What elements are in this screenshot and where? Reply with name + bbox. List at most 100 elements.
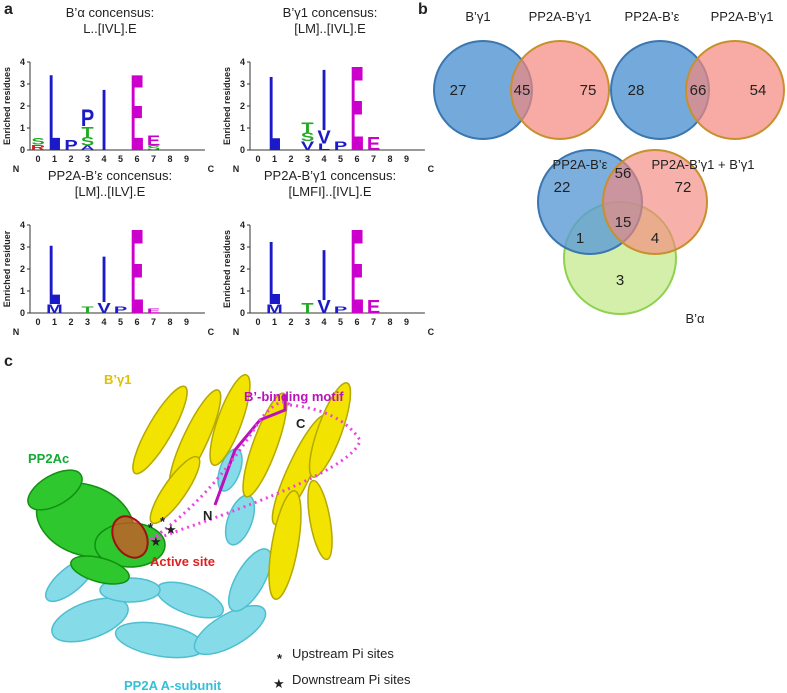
venn-1: B’γ1 PP2A-B’γ1 27 45 75 [433, 9, 610, 140]
structure-label: Active site [150, 554, 215, 569]
logo-title: B’α concensus: [66, 5, 154, 20]
sequence-logo: B’α concensus:L..[IVL].E Enriched residue… [2, 5, 215, 174]
n-label: N [233, 164, 240, 174]
count: 66 [690, 82, 707, 99]
logo-letter: I [321, 236, 327, 316]
y-axis-label: Enriched residuer [2, 230, 12, 307]
logo-motif: L..[IVL].E [83, 21, 137, 36]
y-axis-label: Enriched residues [2, 67, 12, 145]
x-tick-label: 4 [101, 317, 106, 327]
logo-letter: S [147, 145, 161, 152]
x-tick-label: 7 [371, 317, 376, 327]
set-label: PP2A-B’ε [553, 157, 608, 172]
y-tick-label: 1 [20, 123, 25, 133]
x-tick-label: 1 [52, 154, 57, 164]
y-axis-label: Enriched residues [222, 230, 232, 308]
y-tick-label: 2 [20, 264, 25, 274]
x-tick-label: 0 [35, 317, 40, 327]
count: 72 [675, 179, 692, 196]
structure-label: B’-binding motif [244, 389, 344, 404]
y-tick-label: 4 [20, 220, 25, 230]
x-tick-label: 8 [167, 317, 172, 327]
count: 45 [514, 82, 531, 99]
structure-label: N [203, 508, 212, 523]
count: 4 [651, 230, 659, 247]
set-label: PP2A-B’γ1 [529, 9, 592, 24]
y-tick-label: 2 [240, 101, 245, 111]
structure-label: C [296, 416, 306, 431]
set-label: PP2A-B’ε [625, 9, 680, 24]
logo-letter: A [80, 145, 95, 152]
y-tick-label: 3 [240, 79, 245, 89]
y-tick-label: 0 [20, 145, 25, 155]
y-tick-label: 2 [240, 264, 245, 274]
x-tick-label: 9 [184, 317, 189, 327]
x-tick-label: 8 [387, 317, 392, 327]
x-tick-label: 4 [321, 154, 326, 164]
svg-text:*: * [277, 651, 283, 666]
venn-circle [602, 149, 708, 255]
sequence-logo: PP2A-B’ε concensus:[LM]..[ILV].E Enriched… [2, 168, 215, 340]
x-tick-label: 6 [354, 317, 359, 327]
c-label: C [208, 164, 215, 174]
y-tick-label: 3 [240, 242, 245, 252]
y-tick-label: 0 [240, 145, 245, 155]
y-tick-label: 1 [240, 286, 245, 296]
logo-letter: T [301, 299, 313, 316]
x-tick-label: 0 [255, 317, 260, 327]
count: 3 [616, 272, 624, 289]
logo-letter: I [101, 73, 107, 170]
x-tick-label: 4 [101, 154, 106, 164]
x-tick-label: 3 [305, 154, 310, 164]
venn-3: PP2A-B’ε PP2A-B’γ1 + B’γ1 B’α 22 56 72 1… [537, 149, 754, 326]
panel-label: c [4, 353, 13, 370]
venn-2: PP2A-B’ε PP2A-B’γ1 28 66 54 [610, 9, 785, 140]
x-tick-label: 3 [85, 154, 90, 164]
x-tick-label: 6 [134, 154, 139, 164]
y-axis-label: Enriched residues [222, 67, 232, 145]
count: 1 [576, 230, 584, 247]
svg-text:★: ★ [150, 534, 162, 549]
x-tick-label: 2 [68, 317, 73, 327]
logo-letter: T [301, 119, 313, 136]
x-tick-label: 1 [272, 154, 277, 164]
svg-text:*: * [160, 514, 166, 529]
x-tick-label: 3 [305, 317, 310, 327]
set-label: B’α [685, 311, 705, 326]
x-tick-label: 7 [371, 154, 376, 164]
logo-letter: I [321, 53, 327, 150]
logo-letter: S [301, 131, 314, 144]
logo-letter: L [318, 142, 330, 152]
logo-letter: S [81, 135, 94, 148]
logo-title: B’γ1 concensus: [283, 5, 378, 20]
count: 15 [615, 214, 632, 231]
logo-letter: E [350, 206, 363, 340]
panel-label: a [4, 1, 13, 18]
x-tick-label: 9 [404, 154, 409, 164]
sequence-logo: PP2A-B’γ1 concensus:[LMFI]..[IVL].E Enric… [222, 168, 435, 340]
x-tick-label: 1 [52, 317, 57, 327]
count: 27 [450, 82, 467, 99]
logo-letter: E [147, 132, 161, 149]
y-tick-label: 1 [20, 286, 25, 296]
x-tick-label: 7 [151, 154, 156, 164]
x-tick-label: 8 [167, 154, 172, 164]
logo-motif: [LM]..[ILV].E [75, 184, 146, 199]
logo-letter: P [334, 305, 347, 315]
venn-circle [685, 40, 785, 140]
set-label: B’γ1 [465, 9, 490, 24]
x-tick-label: 2 [288, 154, 293, 164]
logo-letter: V [317, 128, 331, 148]
x-tick-label: 5 [338, 154, 343, 164]
logo-letter: E [367, 135, 380, 155]
c-label: C [208, 327, 215, 337]
structure-label: B’γ1 [104, 372, 131, 387]
logo-letter: P [64, 136, 78, 153]
count: 22 [554, 179, 571, 196]
n-label: N [233, 327, 240, 337]
logo-letter: V [301, 140, 314, 153]
logo-letter: P [81, 104, 95, 131]
svg-text:★: ★ [165, 522, 177, 537]
c-label: C [428, 164, 435, 174]
n-label: N [13, 164, 20, 174]
